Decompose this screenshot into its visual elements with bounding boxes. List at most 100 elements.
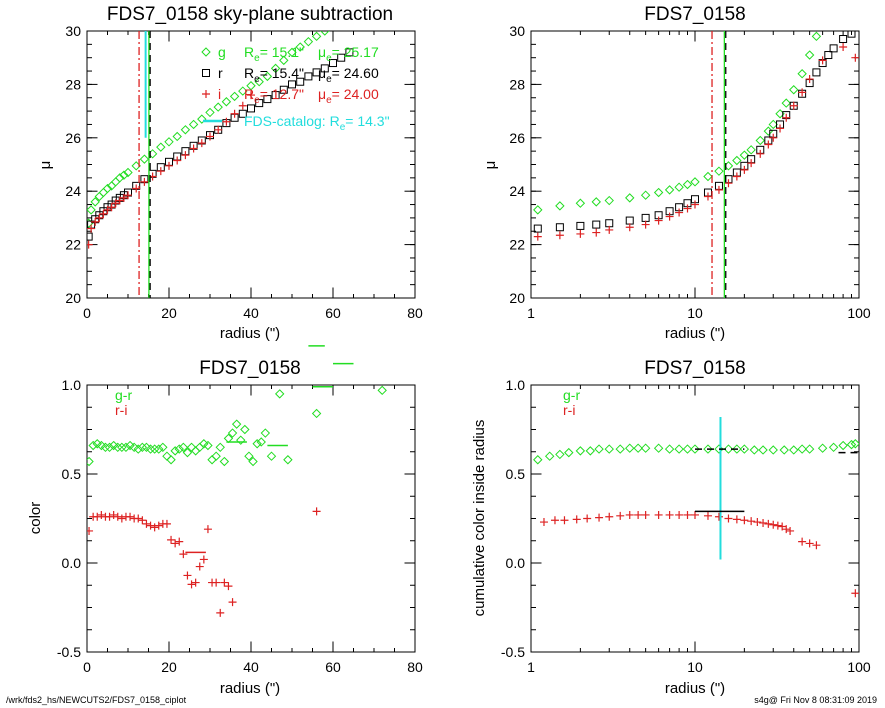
- data-point: [641, 510, 650, 519]
- data-point: [312, 507, 321, 516]
- data-point: [604, 195, 614, 206]
- data-point: [583, 514, 592, 523]
- data-point: [804, 50, 815, 60]
- data-point: [533, 205, 543, 215]
- data-point: [805, 539, 814, 548]
- data-point: [195, 442, 205, 453]
- data-point: [117, 514, 126, 523]
- data-point: [238, 109, 247, 118]
- data-point: [206, 132, 214, 141]
- data-point: [156, 167, 165, 176]
- y-axis-label: μ: [37, 161, 54, 170]
- data-point: [188, 119, 199, 130]
- data-point: [640, 443, 651, 453]
- data-point: [247, 104, 255, 113]
- data-point: [641, 220, 650, 229]
- data-point: [199, 555, 208, 564]
- data-point: [255, 99, 264, 108]
- data-point: [555, 223, 564, 232]
- data-point: [758, 445, 768, 455]
- plot-title: FDS7_0158: [644, 358, 745, 379]
- data-point: [714, 185, 723, 194]
- panel-cumulative-color: FDS7_0158 1 10 100 -0.5 0.0 0.5 1.0 g-rr-i radi…: [471, 358, 871, 697]
- data-point: [228, 598, 237, 607]
- data-point: [166, 455, 176, 465]
- data-point: [247, 91, 255, 100]
- data-point: [592, 228, 601, 237]
- data-point: [181, 151, 190, 160]
- y-tick-label: 0.5: [506, 466, 526, 482]
- legend-mu: μe= 24.60: [318, 65, 379, 85]
- data-point: [847, 31, 856, 38]
- data-point: [747, 159, 756, 168]
- series-g: [533, 31, 822, 215]
- data-point: [572, 515, 581, 524]
- data-point: [126, 512, 135, 521]
- legend-mu-sub: e: [326, 74, 332, 85]
- data-point: [732, 444, 742, 454]
- data-point: [87, 224, 96, 233]
- data-point: [674, 182, 684, 192]
- data-point: [683, 204, 692, 213]
- data-point: [274, 389, 285, 399]
- data-point: [320, 64, 329, 73]
- data-point: [189, 144, 198, 153]
- data-point: [296, 77, 305, 86]
- x-tick-label: 10: [687, 659, 703, 675]
- y-tick-label: 28: [65, 76, 81, 92]
- data-point: [633, 443, 643, 453]
- data-point: [585, 446, 596, 456]
- data-point: [191, 578, 200, 587]
- data-point: [174, 444, 184, 454]
- legend-re-sub: e: [254, 95, 260, 106]
- data-point: [675, 208, 684, 217]
- data-point: [145, 444, 156, 454]
- data-point: [197, 139, 206, 148]
- data-point: [824, 51, 833, 60]
- data-point: [263, 95, 272, 104]
- data-point: [812, 541, 821, 550]
- data-point: [197, 114, 207, 124]
- data-point: [724, 514, 733, 523]
- data-point: [150, 523, 159, 532]
- data-point: [555, 201, 565, 211]
- data-point: [303, 36, 314, 47]
- data-point: [690, 177, 700, 187]
- data-point: [231, 419, 242, 429]
- data-point: [98, 187, 109, 198]
- data-point: [377, 385, 387, 396]
- data-point: [798, 88, 807, 97]
- data-point: [724, 179, 733, 188]
- data-point: [260, 428, 271, 438]
- y-tick-label: -0.5: [501, 644, 525, 660]
- legend-mu-sub: e: [326, 53, 332, 64]
- data-point: [156, 142, 166, 152]
- data-point: [615, 444, 625, 454]
- data-point: [560, 516, 569, 525]
- x-tick-label: 20: [161, 305, 177, 321]
- data-point: [576, 221, 585, 230]
- y-axis-label: cumulative color inside radius: [471, 420, 488, 617]
- data-point: [109, 510, 118, 519]
- catalog-legend-sub: e: [340, 122, 346, 133]
- data-point: [329, 59, 337, 68]
- x-tick-label: 60: [325, 659, 341, 675]
- data-point: [238, 86, 248, 96]
- y-tick-label: 30: [65, 23, 81, 39]
- data-point: [229, 91, 240, 102]
- plot-frame: [530, 30, 860, 299]
- data-point: [171, 539, 180, 548]
- legend-re-sub: e: [254, 53, 260, 64]
- legend-label: g-r: [115, 387, 132, 403]
- plot-area: 1 10 100 -0.5 0.0 0.5 1.0 g-rr-i: [501, 377, 871, 675]
- y-tick-label: 24: [65, 183, 81, 199]
- data-point: [653, 443, 664, 453]
- x-axis-label: radius ("): [665, 680, 725, 697]
- data-point: [224, 582, 233, 591]
- data-point: [203, 440, 213, 451]
- y-tick-label: 20: [509, 290, 525, 306]
- data-point: [779, 445, 789, 455]
- y-tick-label: 0.5: [62, 466, 82, 482]
- data-point: [215, 442, 225, 453]
- data-point: [846, 439, 857, 450]
